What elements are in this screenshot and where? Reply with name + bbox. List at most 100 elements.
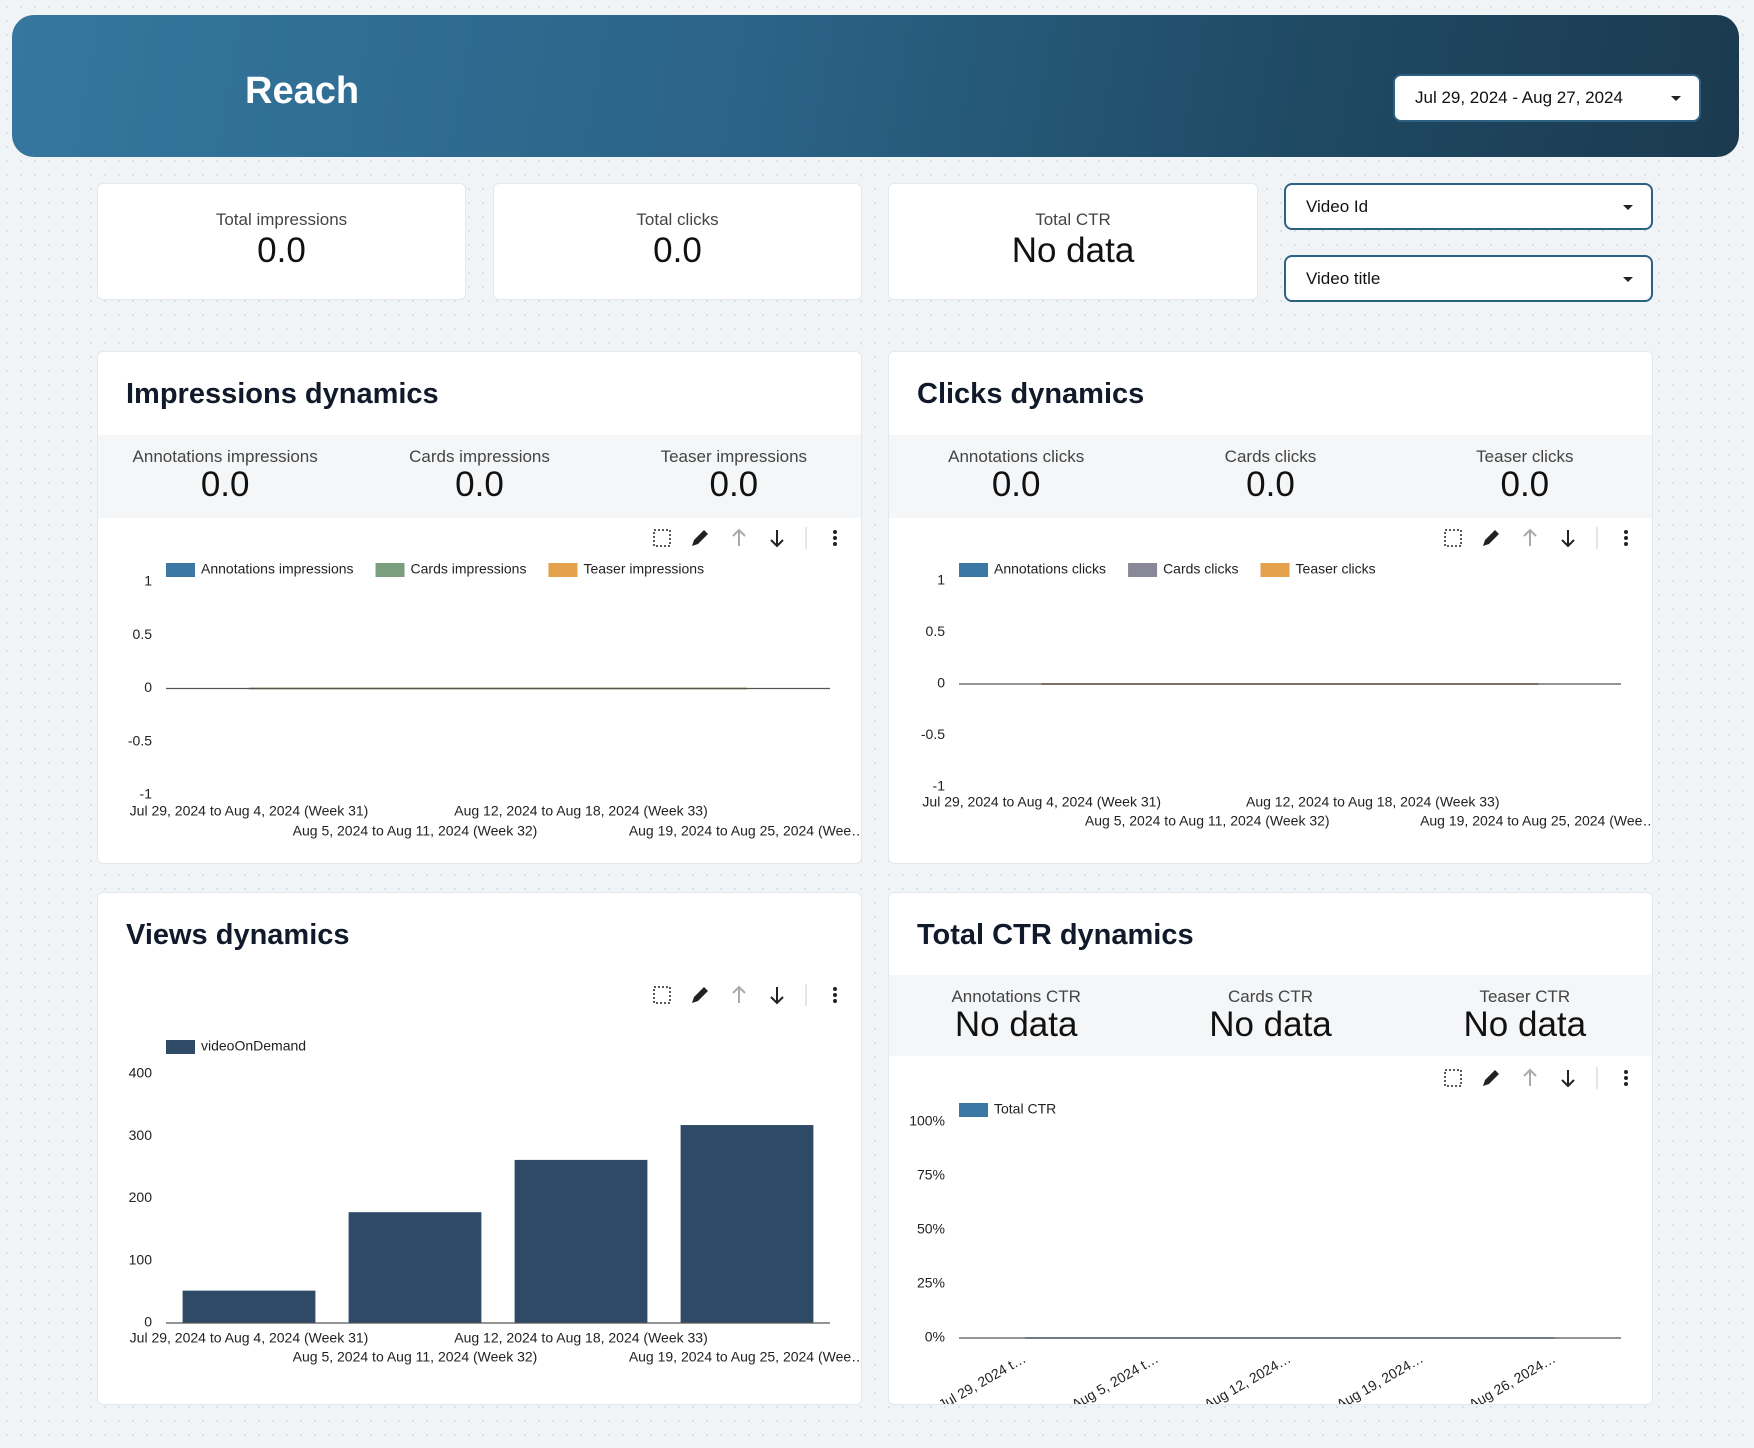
metric-value: No data: [1463, 1005, 1587, 1044]
chart-panel: Views dynamics 0 100 200 300 400 videoOnDemand…: [97, 892, 862, 1405]
legend-swatch: [375, 563, 405, 577]
metric-value: 0.0: [991, 465, 1041, 504]
y-tick-label: 100%: [909, 1113, 945, 1129]
sort-up-icon[interactable]: [732, 528, 746, 546]
page-title: Reach: [245, 70, 360, 112]
select-icon[interactable]: [1444, 1069, 1462, 1087]
sort-down-icon[interactable]: [770, 530, 784, 548]
y-tick-label: -1: [933, 778, 946, 794]
legend-label: Teaser clicks: [1296, 561, 1376, 577]
more-icon[interactable]: [1624, 530, 1628, 534]
edit-icon[interactable]: [692, 987, 708, 1003]
metric-label: Teaser CTR: [1479, 987, 1571, 1006]
filter-dropdown[interactable]: Video title: [1284, 255, 1653, 302]
scorecard: Total CTR No data: [888, 183, 1258, 300]
metric: Cards impressions 0.0: [352, 435, 606, 518]
chart-toolbar: [1444, 527, 1628, 549]
metric: Annotations clicks 0.0: [889, 435, 1143, 518]
more-icon[interactable]: [1624, 536, 1628, 540]
scorecard-value: 0.0: [653, 231, 702, 270]
select-icon[interactable]: [653, 529, 671, 547]
more-icon[interactable]: [1624, 1070, 1628, 1074]
metric: Teaser CTR No data: [1398, 975, 1652, 1056]
sort-up-icon[interactable]: [1523, 528, 1537, 546]
legend-swatch: [959, 1103, 988, 1117]
filter-dropdown[interactable]: Video Id: [1284, 183, 1653, 230]
chart-toolbar: [653, 527, 837, 549]
y-tick-label: 25%: [917, 1275, 945, 1291]
more-icon[interactable]: [1624, 542, 1628, 546]
x-tick-label: Aug 19, 2024 to Aug 25, 2024 (Wee…: [629, 823, 861, 839]
scorecard-label: Total clicks: [636, 210, 719, 229]
legend-label: videoOnDemand: [201, 1038, 306, 1054]
y-tick-label: 0: [937, 675, 945, 691]
more-icon[interactable]: [833, 530, 837, 534]
scorecard: Total impressions 0.0: [97, 183, 466, 300]
y-tick-label: 0: [144, 679, 152, 695]
metric: Teaser clicks 0.0: [1398, 435, 1652, 518]
metric: Teaser impressions 0.0: [607, 435, 861, 518]
date-range-picker[interactable]: Jul 29, 2024 - Aug 27, 2024: [1393, 74, 1701, 122]
more-icon[interactable]: [833, 542, 837, 546]
x-tick-label: Aug 5, 2024 to Aug 11, 2024 (Week 32): [293, 1349, 538, 1365]
chart: 0% 25% 50% 75% 100% Total CTR Jul 29, 2024 t… A…: [909, 1067, 1628, 1404]
filter-label: Video title: [1306, 268, 1381, 288]
chart-panel: Impressions dynamics Annotations impressi…: [97, 351, 862, 864]
metric-value: No data: [1209, 1005, 1332, 1044]
edit-icon[interactable]: [692, 530, 708, 546]
sort-up-icon[interactable]: [1523, 1068, 1537, 1086]
chart-toolbar: [1444, 1067, 1628, 1089]
x-tick-label: Aug 26, 2024…: [1466, 1350, 1558, 1404]
more-icon[interactable]: [833, 993, 837, 997]
y-tick-label: 0%: [925, 1329, 945, 1345]
chart-panel: Clicks dynamics Annotations clicks 0.0 Card…: [888, 351, 1653, 864]
more-icon[interactable]: [1624, 1082, 1628, 1086]
caret: [1623, 204, 1633, 210]
select-icon[interactable]: [653, 986, 671, 1004]
y-tick-label: -0.5: [921, 726, 945, 742]
y-tick-label: 50%: [917, 1221, 945, 1237]
x-tick-label: Aug 5, 2024 to Aug 11, 2024 (Week 32): [1085, 813, 1330, 829]
chart: -1 -0.5 0 0.5 1 Annotations clicks Cards click…: [921, 527, 1652, 829]
x-tick-label: Aug 12, 2024 to Aug 18, 2024 (Week 33): [454, 803, 707, 819]
legend-label: Annotations impressions: [201, 561, 354, 577]
panel-title: Impressions dynamics: [126, 378, 439, 410]
y-tick-label: 75%: [917, 1167, 945, 1183]
legend-swatch: [166, 563, 195, 577]
x-tick-label: Aug 12, 2024…: [1201, 1350, 1293, 1404]
legend-swatch: [166, 1040, 195, 1054]
metric: Cards CTR No data: [1143, 975, 1397, 1056]
more-icon[interactable]: [1624, 1076, 1628, 1080]
y-tick-label: 0.5: [133, 626, 153, 642]
bar: [680, 1125, 814, 1323]
metrics-band: Annotations CTR No data Cards CTR No data Te…: [889, 975, 1652, 1056]
chart-toolbar: [653, 984, 837, 1006]
x-tick-label: Aug 5, 2024 to Aug 11, 2024 (Week 32): [293, 823, 538, 839]
scorecard-value: 0.0: [257, 231, 306, 270]
metric-value: 0.0: [709, 465, 759, 504]
sort-down-icon[interactable]: [770, 987, 784, 1005]
metric-label: Cards CTR: [1227, 987, 1313, 1006]
legend-swatch: [1128, 563, 1158, 577]
more-icon[interactable]: [833, 999, 837, 1003]
x-tick-label: Aug 19, 2024…: [1333, 1350, 1425, 1404]
y-tick-label: -1: [140, 786, 153, 802]
sort-down-icon[interactable]: [1561, 1070, 1575, 1088]
bar: [348, 1212, 482, 1323]
edit-icon[interactable]: [1483, 1070, 1499, 1086]
select-icon[interactable]: [1444, 529, 1462, 547]
metrics-band: Annotations impressions 0.0 Cards impressi…: [98, 435, 861, 518]
more-icon[interactable]: [833, 987, 837, 991]
metric-value: 0.0: [1500, 465, 1550, 504]
x-tick-label: Jul 29, 2024 t…: [936, 1350, 1029, 1404]
sort-up-icon[interactable]: [732, 985, 746, 1003]
legend-label: Cards impressions: [411, 561, 527, 577]
more-icon[interactable]: [833, 536, 837, 540]
sort-down-icon[interactable]: [1561, 530, 1575, 548]
metric-label: Teaser clicks: [1476, 447, 1574, 466]
edit-icon[interactable]: [1483, 530, 1499, 546]
x-tick-label: Aug 19, 2024 to Aug 25, 2024 (Wee…: [629, 1349, 861, 1365]
scorecard-value: No data: [1011, 231, 1135, 270]
metric: Annotations impressions 0.0: [98, 435, 352, 518]
y-tick-label: 0: [144, 1314, 152, 1330]
